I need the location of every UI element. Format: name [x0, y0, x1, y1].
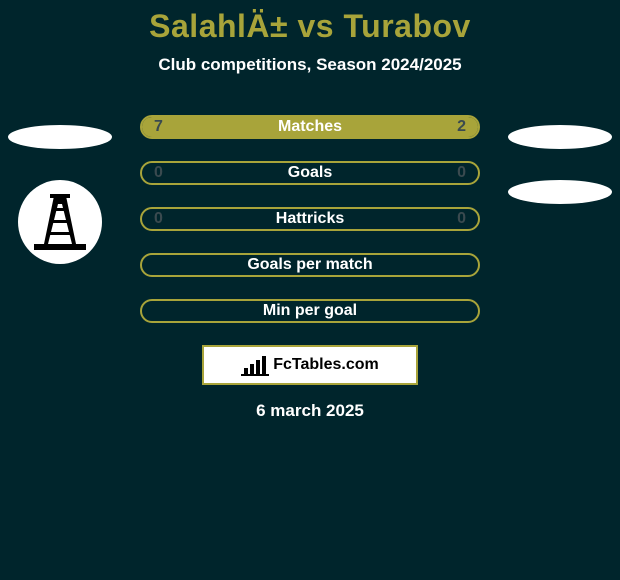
bar-value-left: 0: [154, 210, 163, 228]
bar-label: Hattricks: [276, 210, 344, 228]
bar-value-right: 0: [457, 164, 466, 182]
brand-box[interactable]: FcTables.com: [202, 345, 418, 385]
club-badge-left: [18, 180, 102, 264]
bar-label: Goals per match: [247, 256, 372, 274]
bar-value-left: 7: [154, 118, 163, 136]
subtitle: Club competitions, Season 2024/2025: [158, 55, 461, 75]
bar-value-right: 2: [457, 118, 466, 136]
stat-bar: Goals per match: [140, 253, 480, 277]
comparison-card: SalahlÄ± vs Turabov Club competitions, S…: [0, 0, 620, 580]
page-title: SalahlÄ± vs Turabov: [149, 8, 471, 45]
bar-label: Goals: [288, 164, 332, 182]
brand-text: FcTables.com: [273, 356, 379, 374]
stat-bar: 0 0 Goals: [140, 161, 480, 185]
oil-derrick-icon: [28, 190, 92, 254]
stat-bar: 0 0 Hattricks: [140, 207, 480, 231]
flag-placeholder-left: [8, 125, 112, 149]
stat-bar: Min per goal: [140, 299, 480, 323]
bar-label: Matches: [278, 118, 342, 136]
comparison-bars: 7 2 Matches 0 0 Goals 0 0 Hattricks Goals per mat…: [140, 115, 480, 323]
bar-chart-icon: [241, 354, 269, 376]
bar-value-right: 0: [457, 210, 466, 228]
bar-value-left: 0: [154, 164, 163, 182]
date-text: 6 march 2025: [256, 401, 364, 421]
stat-bar: 7 2 Matches: [140, 115, 480, 139]
bar-fill-left: [142, 117, 394, 137]
flag-placeholder-right-2: [508, 180, 612, 204]
bar-label: Min per goal: [263, 302, 357, 320]
flag-placeholder-right-1: [508, 125, 612, 149]
